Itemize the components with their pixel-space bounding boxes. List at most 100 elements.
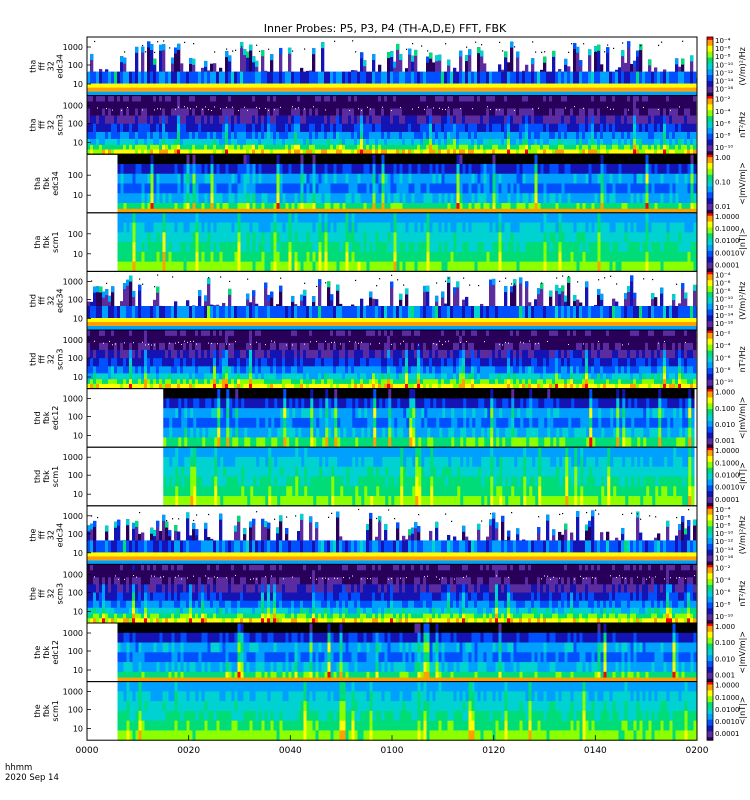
colorbar-tick-label: 10⁻¹² [715, 538, 733, 546]
ylabel-line: scm3 [56, 583, 65, 604]
y-tick-label: 1000 [63, 629, 83, 638]
ylabel-line: fff [38, 355, 47, 364]
colorbar-tick-label: 1.00 [715, 154, 731, 162]
colorbar-unit-label: <|mV/m|> [738, 397, 747, 440]
ylabel-line: fbk [42, 411, 51, 424]
x-tick-label: 0100 [381, 746, 404, 756]
colorbar-tick-label: 1.000 [715, 623, 735, 631]
colorbar-unit-label: nT²/Hz [738, 346, 747, 372]
colorbar-tick-label: 0.01 [715, 203, 731, 211]
panel-ylabel: the fbk edc12 [33, 640, 60, 665]
panel-ylabel: thd fbk scm1 [33, 466, 60, 487]
ylabel-line: 32 [47, 589, 56, 599]
colorbar-tick-label: 0.10 [715, 179, 731, 187]
x-tick-label: 0020 [177, 746, 200, 756]
colorbar-tick-label: 10⁻⁴ [715, 342, 731, 350]
ylabel-line: scm3 [56, 114, 65, 135]
ylabel-line: edc34 [56, 288, 65, 313]
colorbar-tick-label: 10⁻¹⁰ [715, 379, 733, 387]
ylabel-line: fbk [42, 235, 51, 248]
x-axis-date-label: 2020 Sep 14 [5, 773, 59, 783]
colorbar: 1.00 0.10 0.01 <|mV/m|> [707, 154, 747, 213]
ylabel-line: the [29, 587, 38, 600]
colorbar-unit-label: (V/m)²/Hz [738, 47, 747, 85]
colorbar-tick-label: 10⁻⁶ [715, 280, 731, 288]
colorbar-tick-label: 0.0100 [715, 472, 740, 480]
colorbar-tick-label: 10⁻⁸ [715, 288, 731, 296]
colorbar-tick-label: 0.1000 [715, 225, 740, 233]
colorbar-unit-label: <|nT|> [738, 462, 747, 491]
panel-ylabel: the fff 32 edc34 [29, 523, 65, 548]
colorbar-tick-label: 10⁻⁶ [715, 589, 731, 597]
colorbar-tick-label: 10⁻⁸ [715, 601, 731, 609]
colorbar-tick-label: 0.0010 [715, 718, 740, 726]
x-tick-label: 0120 [482, 746, 505, 756]
y-tick-label: 100 [68, 354, 83, 363]
colorbar-unit-label: <|nT|> [738, 228, 747, 257]
ylabel-line: tha [29, 118, 38, 131]
colorbar-tick-label: 0.010 [715, 421, 735, 429]
y-tick-label: 10 [73, 191, 83, 200]
colorbar-tick-label: 1.0000 [715, 682, 740, 690]
colorbar-tick-label: 10⁻⁴ [715, 577, 731, 585]
colorbar-tick-label: 10⁻¹⁰ [715, 296, 733, 304]
colorbar-tick-label: 0.0001 [715, 496, 740, 504]
ylabel-line: edc34 [56, 54, 65, 79]
y-tick-label: 10 [73, 139, 83, 148]
colorbar-tick-label: 1.000 [715, 389, 735, 397]
ylabel-line: edc12 [51, 406, 60, 431]
ylabel-line: fff [38, 296, 47, 305]
panel-ylabel: tha fff 32 scm3 [29, 114, 65, 135]
y-tick-label: 100 [68, 230, 83, 239]
colorbar-tick-label: 0.1000 [715, 459, 740, 467]
ylabel-line: edc34 [51, 171, 60, 196]
colorbar-tick-label: 0.100 [715, 405, 735, 413]
colorbar-unit-label: <|mV/m|> [738, 162, 747, 205]
colorbar: 1.000 0.100 0.010 0.001<|mV/m|> [707, 389, 747, 448]
x-tick-label: 0200 [686, 746, 709, 756]
ylabel-line: fbk [42, 177, 51, 190]
colorbar-tick-label: 10⁻⁶ [715, 514, 731, 522]
ylabel-line: fbk [42, 704, 51, 717]
panel-ylabel: tha fbk scm1 [33, 231, 60, 252]
y-tick-label: 10 [73, 607, 83, 616]
colorbar-unit-label: <|nT|> [738, 697, 747, 726]
y-tick-label: 10 [73, 314, 83, 323]
colorbar-tick-label: 10⁻⁸ [715, 522, 731, 530]
colorbar-tick-label: 10⁻¹⁰ [715, 144, 733, 152]
y-tick-label: 10 [73, 373, 83, 382]
colorbar-tick-label: 10⁻¹² [715, 69, 733, 77]
colorbar-tick-label: 10⁻² [715, 96, 731, 104]
colorbar-tick-label: 0.001 [715, 672, 735, 680]
colorbar-tick-label: 0.0001 [715, 730, 740, 738]
ylabel-line: 32 [47, 296, 56, 306]
colorbar: 10⁻⁴10⁻⁶10⁻⁸10⁻¹⁰10⁻¹²10⁻¹⁴10⁻¹⁶(V/m)²/H… [707, 37, 747, 96]
colorbar-tick-label: 0.100 [715, 639, 735, 647]
colorbar-tick-label: 10⁻⁴ [715, 271, 731, 279]
colorbar-unit-label: nT²/Hz [738, 581, 747, 607]
chart-title: Inner Probes: P5, P3, P4 (TH-A,D,E) FFT,… [264, 22, 507, 35]
colorbar-tick-label: 1.0000 [715, 447, 740, 455]
ylabel-line: tha [29, 60, 38, 73]
ylabel-line: fbk [42, 646, 51, 659]
y-tick-label: 100 [68, 413, 83, 422]
colorbar-tick-label: 10⁻⁴ [715, 506, 731, 514]
colorbar: 1.0000.1000.0100.001<|mV/m|> [707, 623, 747, 682]
y-tick-label: 1000 [63, 43, 83, 52]
ylabel-line: the [33, 646, 42, 659]
colorbar-tick-label: 10⁻¹⁴ [715, 312, 733, 320]
ylabel-line: thd [33, 470, 42, 483]
colorbar-tick-label: 0.001 [715, 437, 735, 445]
colorbar-unit-label: <|mV/m|> [738, 631, 747, 674]
colorbar-tick-label: 10⁻⁴ [715, 37, 731, 45]
colorbar-tick-label: 10⁻² [715, 564, 731, 572]
panel-ylabel: thd fff 32 edc34 [29, 288, 65, 313]
x-tick-label: 0040 [279, 746, 302, 756]
